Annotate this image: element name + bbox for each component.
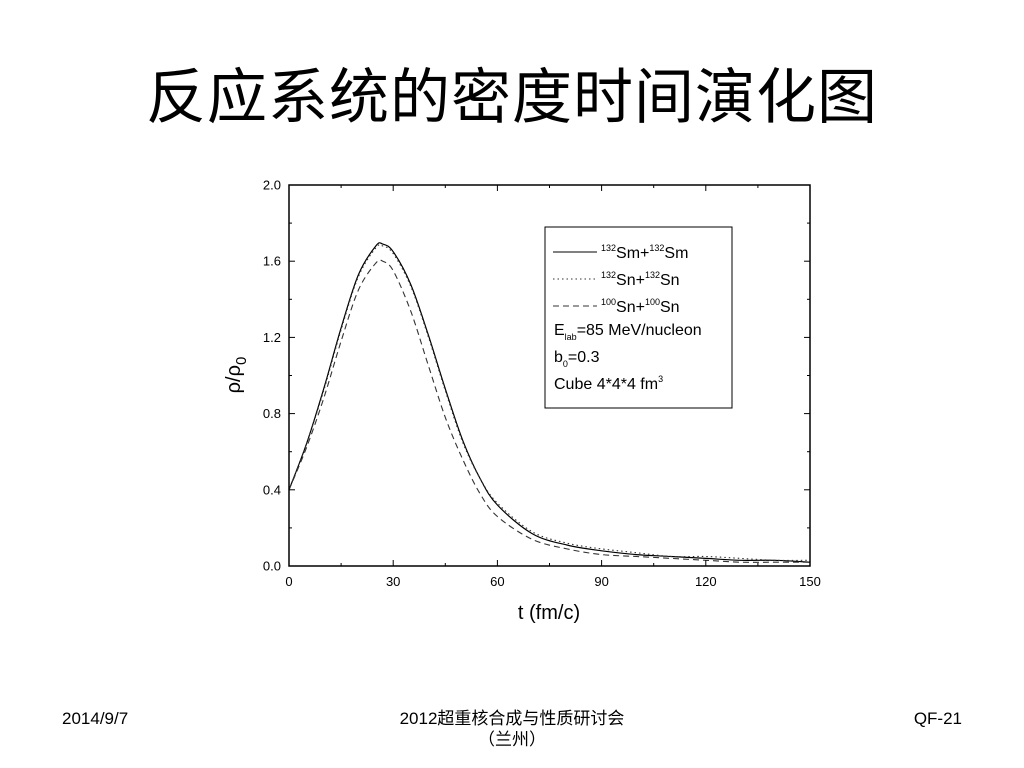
legend-annotation-3: Cube 4*4*4 fm3 [554, 374, 663, 393]
y-axis-label: ρ/ρ0 [223, 357, 250, 394]
y-tick-label: 0.4 [263, 482, 281, 497]
legend-label-1: 132Sm+132Sm [601, 243, 688, 262]
x-tick-label: 120 [695, 574, 717, 589]
legend-label-3: 100Sn+100Sn [601, 297, 680, 316]
y-tick-label: 1.2 [263, 330, 281, 345]
x-tick-label: 150 [799, 574, 821, 589]
y-tick-label: 2.0 [263, 178, 281, 193]
footer-conference-line2: （兰州） [478, 730, 546, 749]
legend-annotation-1: Elab=85 MeV/nucleon [554, 322, 702, 342]
x-tick-label: 30 [386, 574, 400, 589]
legend-box [544, 226, 733, 409]
y-tick-label: 0.8 [263, 406, 281, 421]
x-tick-label: 60 [490, 574, 504, 589]
x-tick-label: 90 [594, 574, 608, 589]
legend-annotation-2: b0=0.3 [554, 349, 600, 369]
series-line-1 [288, 242, 811, 563]
y-tick-label: 1.6 [263, 254, 281, 269]
footer-conference: 2012超重核合成与性质研讨会 （兰州） [312, 708, 712, 750]
legend-label-2: 132Sn+132Sn [601, 270, 680, 289]
slide-title: 反应系统的密度时间演化图 [146, 63, 878, 133]
y-tick-label: 0.0 [263, 559, 281, 574]
x-tick-label: 0 [285, 574, 292, 589]
footer-conference-line1: 2012超重核合成与性质研讨会 [399, 709, 625, 728]
density-evolution-chart: 0 30 60 90 120 150 0.0 0.4 0.8 1.2 1.6 2.0 132Sm+13… [223, 178, 821, 625]
plot-lines [288, 242, 811, 563]
x-axis-label: t (fm/c) [518, 602, 580, 624]
legend: 132Sm+132Sm 132Sn+132Sn 100Sn+100Sn Elab=85… [544, 226, 733, 409]
footer-page-code: QF-21 [913, 709, 962, 728]
axis-ticks: 0 30 60 90 120 150 0.0 0.4 0.8 1.2 1.6 2.0 [263, 178, 821, 590]
footer-date: 2014/9/7 [62, 709, 129, 728]
